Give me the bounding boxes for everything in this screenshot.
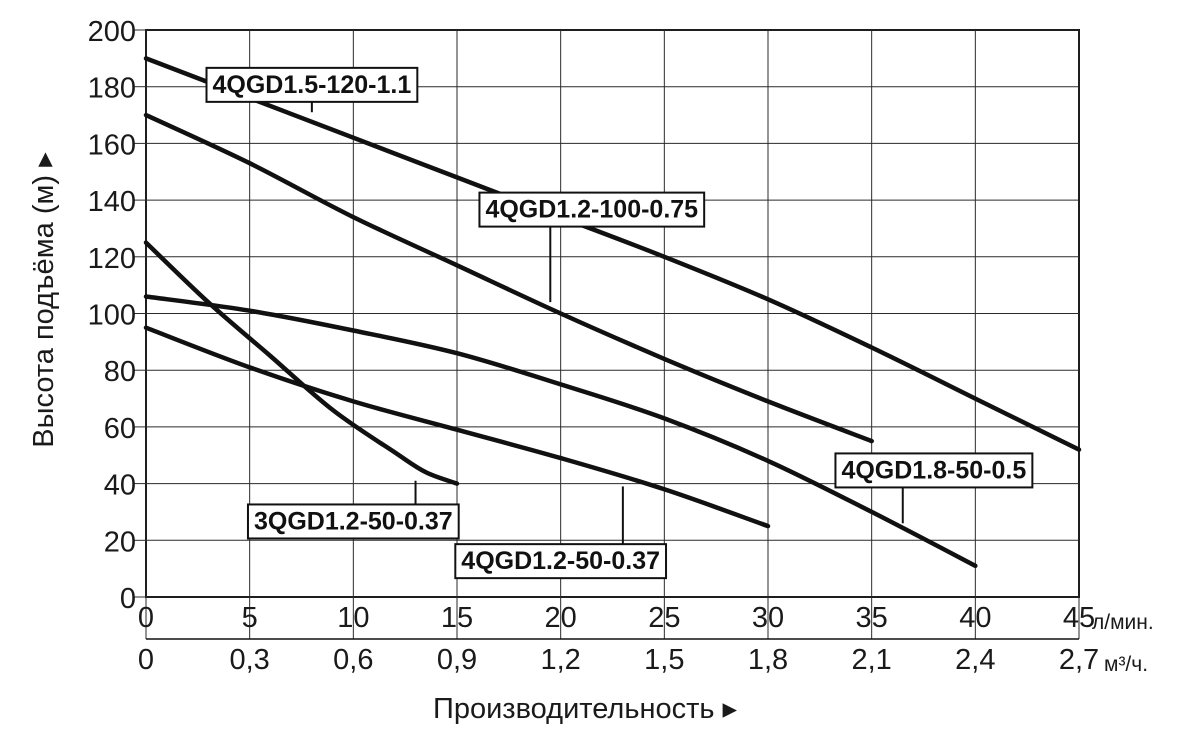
y-tick-label: 40 [104, 470, 136, 502]
x-tick-label-secondary: 0,6 [333, 644, 373, 676]
series-label-group-5: 4QGD1.2-50-0.37 [454, 486, 668, 580]
y-tick-label: 60 [104, 413, 136, 445]
series-label-group-3: 4QGD1.8-50-0.5 [834, 452, 1034, 524]
x-tick-label-secondary: 0,3 [230, 644, 270, 676]
series-label-5: 4QGD1.2-50-0.37 [461, 547, 660, 575]
x-tick-label-primary: 30 [752, 602, 784, 634]
x-axis-title: Производительность ▸ [433, 693, 738, 725]
x-tick-label-secondary: 1,5 [644, 644, 684, 676]
y-tick-label: 100 [88, 300, 136, 332]
y-tick-label: 160 [88, 129, 136, 161]
x-tick-label-primary: 45 [1063, 602, 1095, 634]
series-curves [143, 56, 1082, 569]
y-tick-label: 180 [88, 73, 136, 105]
series-label-group-4: 3QGD1.2-50-0.37 [246, 480, 460, 540]
x-tick-label-secondary: 2,1 [852, 644, 892, 676]
x-tick-label-primary: 35 [856, 602, 888, 634]
x-tick-label-secondary: 0,9 [437, 644, 477, 676]
x-tick-label-primary: 40 [959, 602, 991, 634]
series-curve-4 [143, 240, 460, 486]
series-curve-5 [143, 325, 771, 529]
series-label-box-3 [834, 452, 1034, 489]
series-label-box-4 [246, 503, 460, 540]
x-tick-label-primary: 10 [337, 602, 369, 634]
x-unit-primary: л/мин. [1092, 611, 1154, 634]
series-labels: 4QGD1.5-120-1.1 4QGD1.2-100-0.75 4QGD1.8-5… [205, 66, 1034, 580]
y-tick-label: 80 [104, 356, 136, 388]
series-label-1: 4QGD1.5-120-1.1 [213, 71, 412, 99]
x-unit-secondary: м³/ч. [1104, 653, 1148, 676]
series-label-group-2: 4QGD1.2-100-0.75 [478, 191, 706, 303]
x-tick-label-primary: 0 [138, 602, 154, 634]
y-tick-label: 140 [88, 186, 136, 218]
series-curve-1 [143, 56, 1082, 452]
axes: 0050,3100,6150,9201,2251,5301,8352,1402,… [88, 16, 1100, 676]
x-tick-label-primary: 5 [242, 602, 258, 634]
y-tick-label: 120 [88, 243, 136, 275]
series-label-4: 3QGD1.2-50-0.37 [254, 507, 453, 535]
series-label-box-5 [454, 543, 668, 580]
grid [145, 29, 1080, 598]
series-label-2: 4QGD1.2-100-0.75 [485, 196, 698, 224]
x-tick-label-secondary: 2,4 [955, 644, 995, 676]
y-axis-title: Высота подъёма (м) ▸ [28, 152, 60, 448]
series-curve-2 [143, 112, 874, 444]
x-tick-label-secondary: 2,7 [1059, 644, 1099, 676]
x-tick-label-primary: 25 [648, 602, 680, 634]
series-label-3: 4QGD1.8-50-0.5 [841, 456, 1026, 484]
y-tick-label: 0 [120, 583, 136, 615]
series-curve-3 [143, 294, 978, 569]
x-tick-label-secondary: 0 [138, 644, 154, 676]
x-tick-label-secondary: 1,8 [748, 644, 788, 676]
x-tick-label-primary: 15 [441, 602, 473, 634]
series-label-box-1 [205, 66, 419, 103]
series-label-group-1: 4QGD1.5-120-1.1 [205, 66, 419, 113]
y-tick-label: 20 [104, 526, 136, 558]
y-tick-label: 200 [88, 16, 136, 48]
series-label-box-2 [478, 191, 706, 228]
x-tick-label-secondary: 1,2 [541, 644, 581, 676]
x-tick-label-primary: 20 [545, 602, 577, 634]
